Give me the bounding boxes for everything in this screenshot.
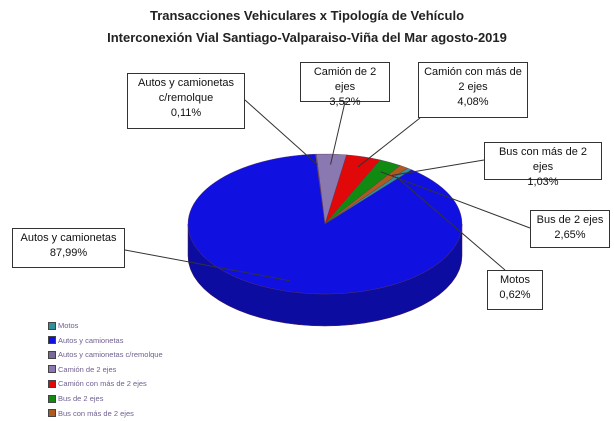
label-value: 3,52% [329,96,361,108]
legend-swatch [48,350,56,359]
data-label: Motos 0,62% [487,270,543,310]
legend-swatch [48,365,56,374]
label-name: Motos [500,274,530,286]
legend-entry: Autos y camionetas [48,336,123,345]
legend-entry: Bus con más de 2 ejes [48,409,134,418]
label-value: 2,65% [554,229,586,241]
label-name: Camión con más de 2 ejes [424,66,522,93]
data-label: Autos y camionetas c/remolque 0,11% [127,73,245,129]
data-label: Camión de 2 ejes 3,52% [300,62,390,108]
label-name: Bus con más de 2 ejes [498,146,588,173]
legend-entry: Motos [48,321,78,330]
legend-label: Camión de 2 ejes [58,364,117,374]
data-label: Bus de 2 ejes 2,65% [530,210,610,248]
label-name: Autos y camionetas [20,232,117,244]
leader-line [330,101,346,165]
leader-line [380,171,531,229]
label-name: Autos y camionetas c/remolque [138,77,234,104]
label-name: Bus de 2 ejes [536,214,604,226]
chart-subtitle: Interconexión Vial Santiago-Valparaiso-V… [107,30,507,45]
legend-label: Bus con más de 2 ejes [58,408,134,418]
legend-label: Camión con más de 2 ejes [58,379,147,389]
legend-label: Bus de 2 ejes [58,394,104,403]
leader-line [391,159,485,176]
legend-swatch [48,321,56,330]
data-label: Camión con más de 2 ejes 4,08% [418,62,528,118]
legend-label: Motos [58,321,79,330]
slice [324,165,408,225]
label-value: 87,99% [49,247,88,259]
leader-line [357,117,421,168]
legend-entry: Autos y camionetas c/remolque [48,350,163,359]
leader-line [124,249,290,282]
data-label: Bus con más de 2 ejes 1,03% [484,142,602,188]
leader-line [244,99,318,166]
data-label: Autos y camionetas 87,99% [12,228,125,268]
legend-label: Autos y camionetas [58,335,124,345]
legend-entry: Bus de 2 ejes [48,394,103,403]
label-value: 0,62% [499,289,531,301]
chart-title: Transacciones Vehiculares x Tipología de… [149,8,465,23]
legend-label: Autos y camionetas c/remolque [58,350,163,360]
legend-swatch [48,409,56,418]
legend-swatch [48,336,56,345]
legend-entry: Camión de 2 ejes [48,365,116,374]
legend-entry: Camión con más de 2 ejes [48,379,147,388]
label-name: Camión de 2 ejes [313,66,377,93]
legend-swatch [48,394,56,403]
label-value: 4,08% [457,96,489,108]
label-value: 1,03% [527,176,559,188]
leader-line [396,176,506,271]
legend-swatch [48,379,56,388]
slice [187,153,463,295]
label-value: 0,11% [170,107,202,119]
